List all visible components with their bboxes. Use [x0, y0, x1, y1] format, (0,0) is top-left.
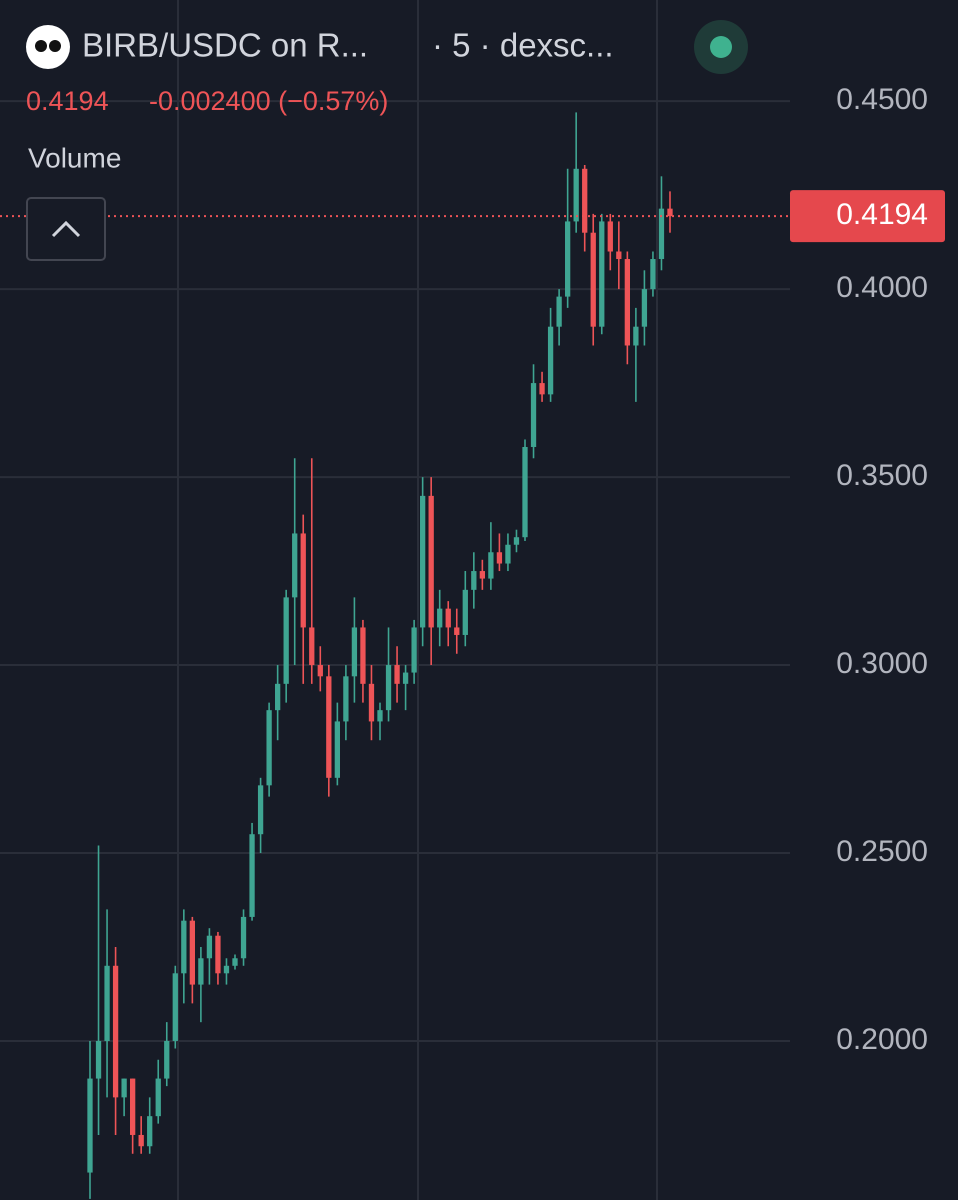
candle-body [266, 710, 272, 786]
candle-body [309, 627, 315, 666]
candle-body [437, 608, 443, 628]
candle-body [445, 608, 451, 628]
candle-body [130, 1078, 136, 1135]
candle-body [360, 627, 366, 684]
candle-body [155, 1078, 161, 1117]
candle-body [479, 571, 485, 579]
candle-body [147, 1116, 153, 1147]
candle-body [292, 533, 298, 598]
candle-body [198, 958, 204, 985]
pair-title: BIRB/USDC on R... [82, 27, 368, 64]
candle-body [411, 627, 417, 673]
candle-body [275, 683, 281, 711]
y-tick-label: 0.3000 [836, 647, 928, 680]
candle-body [573, 168, 579, 222]
candle-body [87, 1078, 93, 1173]
candle-body [633, 326, 639, 346]
candle-body [530, 383, 537, 447]
candle-body [112, 965, 119, 1098]
price-value: 0.4194 [26, 86, 109, 116]
candle-body [326, 676, 332, 778]
candle-body [283, 597, 289, 684]
candle-body [590, 232, 596, 327]
candle-body [539, 383, 545, 395]
candle-body [513, 537, 520, 545]
candles [87, 112, 673, 1199]
last-price-tag [790, 190, 945, 243]
logo-eye [35, 40, 47, 52]
candle-body [599, 221, 605, 327]
candle-body [582, 168, 588, 233]
y-tick-label: 0.4500 [836, 83, 928, 116]
candle-body [121, 1078, 127, 1098]
candle-body [488, 552, 494, 579]
candle-body [164, 1040, 170, 1079]
candle-body [240, 916, 247, 959]
overlay: BIRB/USDC on R... · 5 · dexsc... 0.4194 … [26, 20, 748, 261]
candle-body [616, 251, 622, 260]
candle-body [317, 665, 323, 677]
candle-body [658, 208, 665, 260]
candle-body [462, 589, 468, 635]
chevron-up[interactable] [51, 220, 81, 238]
candle-body [343, 676, 349, 722]
candle-body [556, 296, 562, 327]
pair-subtitle: · 5 · dexsc... [432, 27, 614, 64]
candle-body [189, 920, 195, 985]
candle-body [368, 683, 375, 722]
candle-body [607, 221, 613, 252]
candle-body [641, 289, 648, 327]
volume-label: Volume [28, 142, 121, 173]
pair-logo [26, 25, 70, 69]
candle-body [522, 446, 528, 538]
price-change: -0.002400 (−0.57%) [149, 86, 388, 116]
candle-body [232, 958, 238, 966]
candle-body [547, 326, 554, 395]
candle-body [300, 533, 306, 628]
y-tick-label: 0.2000 [836, 1023, 928, 1056]
candle-body [402, 672, 409, 684]
candle-body [181, 920, 187, 974]
candle-body [505, 544, 511, 564]
logo-eye [49, 40, 61, 52]
y-tick-label: 0.4000 [836, 271, 928, 304]
candle-body [95, 1040, 102, 1079]
y-tick-label: 0.3500 [836, 459, 928, 492]
candle-body [496, 552, 503, 564]
collapse-button[interactable] [26, 197, 106, 261]
status-dot [710, 36, 732, 58]
candle-body [471, 571, 477, 590]
last-price-label: 0.4194 [836, 198, 928, 231]
candle-body [172, 973, 178, 1041]
candle-body [428, 495, 434, 628]
candle-body [351, 627, 358, 677]
candle-body [249, 834, 255, 917]
candle-body [215, 935, 221, 974]
candle-body [420, 495, 426, 628]
candle-body [138, 1134, 144, 1147]
candle-body [565, 221, 571, 297]
candle-body [650, 259, 656, 290]
candle-body [257, 785, 264, 835]
y-tick-label: 0.2500 [836, 835, 928, 868]
candle-body [394, 665, 400, 684]
candle-body [624, 259, 630, 346]
candle-body [667, 208, 673, 217]
candle-body [334, 721, 340, 778]
candle-body [454, 627, 460, 635]
candle-body [377, 710, 383, 722]
candle-body [223, 965, 230, 974]
candle-body [385, 665, 392, 711]
candle-body [104, 965, 110, 1041]
candle-body [206, 935, 213, 959]
collapse-button-frame[interactable] [26, 197, 106, 261]
